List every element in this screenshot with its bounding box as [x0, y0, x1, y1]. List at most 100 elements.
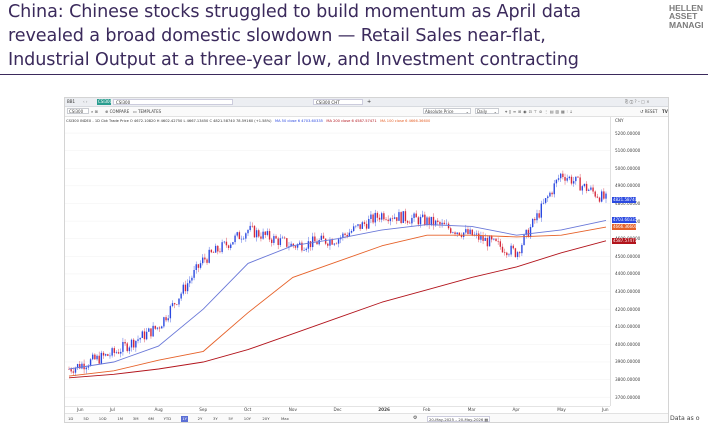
candle: [277, 238, 279, 246]
date-range-picker[interactable]: 20-May-2025 – 20-May-2026 ▦: [427, 416, 491, 422]
candle: [557, 178, 560, 180]
x-tick-label: Dec: [333, 407, 342, 412]
range-button-6m[interactable]: 6M: [148, 416, 154, 421]
reset-button[interactable]: ↺ RESET: [640, 107, 657, 116]
range-button-ytd[interactable]: YTD: [163, 416, 172, 421]
candle: [120, 351, 122, 354]
y-tick-label: 5000.00000: [615, 165, 641, 171]
candle: [413, 213, 415, 218]
candle: [348, 232, 351, 237]
range-button-5y[interactable]: 5Y: [228, 416, 234, 421]
templates-button-label: TEMPLATES: [138, 109, 162, 114]
candle: [346, 234, 348, 237]
nav-arrows-icon[interactable]: ‹ ›: [83, 99, 88, 104]
price-axis[interactable]: CNY 5200.00000 5100.00000 5000.00000 4900.0…: [610, 117, 668, 406]
drawing-tools-icon[interactable]: ⌖∥≡⊞◉⊡⊤⊘⋮▤▥▦⫶↓: [505, 109, 575, 114]
candle: [344, 233, 346, 235]
candle: [335, 243, 338, 245]
range-button-3m[interactable]: 3M: [132, 416, 139, 421]
x-tick-label: Oct: [244, 407, 252, 412]
compare-button[interactable]: ⊕ COMPARE: [105, 107, 129, 116]
candle: [471, 229, 473, 236]
candle: [81, 363, 83, 369]
candle: [387, 219, 389, 222]
candle: [94, 354, 96, 360]
candle: [322, 235, 325, 239]
candle: [391, 218, 394, 220]
search-icon[interactable]: ⌕ ⊞: [91, 109, 98, 114]
candle: [236, 232, 238, 236]
candle: [212, 252, 215, 253]
reset-button-label: RESET: [644, 109, 658, 114]
logo-line-3: MANAGI: [669, 19, 704, 30]
candle: [480, 235, 482, 240]
candle: [232, 242, 234, 245]
range-button-max[interactable]: Max: [281, 416, 289, 421]
price-type-select[interactable]: Absolute Price ⌄: [423, 108, 471, 114]
time-axis[interactable]: Jun Jul Aug Sep Oct Nov Dec 2026 Feb Mar Apr May Jun: [65, 406, 610, 413]
candlestick-chart[interactable]: [65, 126, 610, 406]
range-button-10y[interactable]: 10Y: [243, 416, 251, 421]
frequency-select[interactable]: Daily ⌄: [475, 108, 499, 114]
candle: [72, 371, 75, 373]
price-type-value: Absolute Price: [425, 109, 454, 114]
window-controls-icon[interactable]: ⎘ ⓘ ? – □ ×: [625, 99, 650, 104]
x-tick-label: Sep: [199, 407, 208, 412]
candle: [534, 218, 536, 221]
range-button-2y[interactable]: 2Y: [197, 416, 203, 421]
x-tick-label: May: [557, 407, 566, 412]
range-button-10d[interactable]: 10D: [98, 416, 107, 421]
y-tick-label: 4900.00000: [615, 183, 641, 189]
candle: [281, 237, 284, 239]
candle: [70, 369, 72, 372]
candle: [381, 213, 383, 220]
candle: [549, 192, 551, 197]
settings-gear-icon[interactable]: ⚙: [413, 415, 418, 421]
candle: [262, 231, 264, 239]
chevron-down-icon: ⌄: [493, 109, 497, 114]
add-tab-icon[interactable]: +: [367, 99, 372, 105]
candle: [98, 355, 100, 364]
candle: [536, 213, 538, 221]
candle: [111, 348, 113, 356]
candle: [141, 331, 144, 338]
ticker-tab[interactable]: CSI300: [97, 99, 112, 105]
candle: [547, 196, 549, 199]
candle: [92, 354, 94, 360]
candle: [428, 217, 430, 225]
candle: [488, 236, 491, 247]
candle: [214, 245, 217, 253]
candle: [368, 219, 370, 229]
candle: [148, 328, 150, 332]
candle: [590, 187, 592, 190]
candle: [577, 176, 579, 178]
range-button-3y[interactable]: 3Y: [213, 416, 218, 421]
range-button-5d[interactable]: 5D: [83, 416, 89, 421]
candle: [286, 238, 288, 247]
command-input[interactable]: CSI300: [113, 99, 233, 105]
candle: [251, 225, 254, 227]
series-line-ma50: [68, 219, 607, 370]
range-button-20y[interactable]: 20Y: [262, 416, 270, 421]
headline-line-2: revealed a broad domestic slowdown — Ret…: [8, 26, 546, 46]
candle: [283, 237, 286, 239]
price-tag: 4703.60335: [612, 217, 638, 224]
security-input[interactable]: CSI300: [67, 108, 89, 114]
candle: [538, 213, 540, 218]
candle: [566, 178, 568, 181]
candle: [497, 241, 499, 242]
range-button-1m[interactable]: 1M: [117, 416, 124, 421]
candle: [316, 241, 318, 245]
candle: [592, 187, 594, 192]
candle: [350, 231, 353, 233]
window-title-field[interactable]: CSI300 CHT: [313, 99, 363, 105]
candle: [432, 216, 435, 226]
range-button-1d[interactable]: 1D: [68, 416, 74, 421]
candle: [469, 229, 471, 234]
x-tick-label: Nov: [288, 407, 297, 412]
candle: [225, 241, 228, 246]
candle: [122, 341, 124, 352]
candle: [454, 232, 456, 235]
range-button-1y[interactable]: 1Y: [181, 416, 188, 422]
templates-button[interactable]: ▭ TEMPLATES: [133, 107, 161, 116]
